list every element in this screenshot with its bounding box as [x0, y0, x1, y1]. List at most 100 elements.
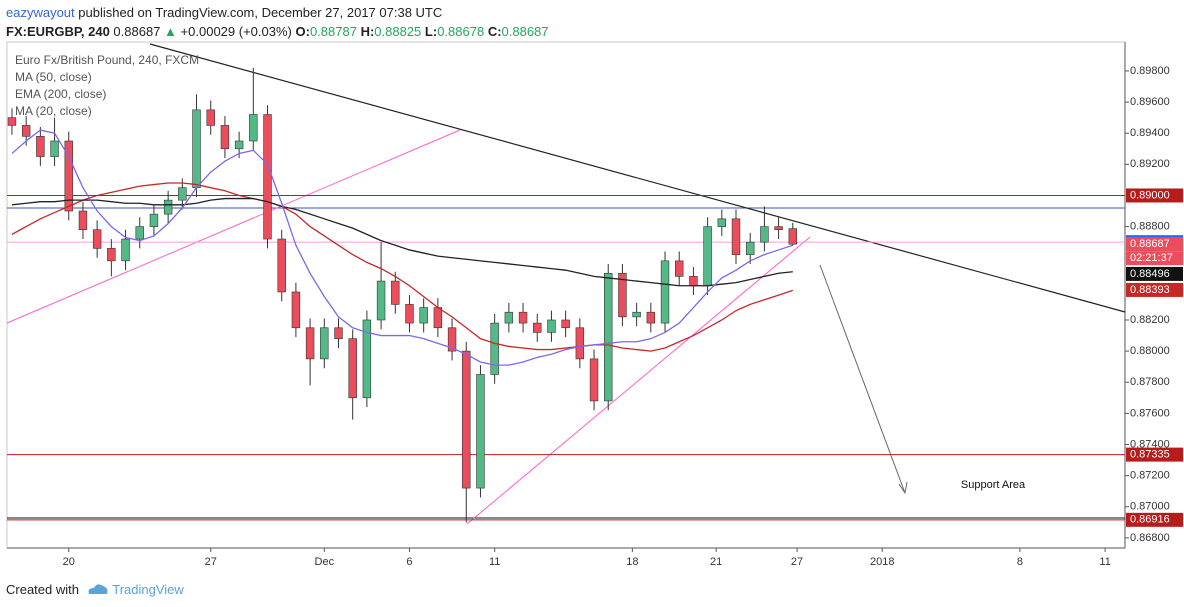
- price-box-label: 0.87335: [1130, 449, 1170, 461]
- x-tick-label: 20: [63, 556, 75, 568]
- arrow-head: [898, 481, 908, 495]
- candle-body: [305, 327, 315, 360]
- trend-line: [466, 236, 811, 525]
- candle-body: [78, 210, 88, 231]
- x-tick-label: 8: [1017, 556, 1023, 568]
- o-value: 0.88787: [309, 24, 357, 39]
- candle-body: [50, 140, 59, 157]
- candle-body: [547, 319, 556, 333]
- candle-body: [419, 307, 428, 324]
- candle-body: [192, 109, 201, 188]
- candle-body: [206, 109, 215, 126]
- y-tick-label: 0.87000: [1130, 501, 1170, 513]
- candle-body: [689, 276, 698, 287]
- publisher[interactable]: eazywayout: [6, 5, 75, 20]
- candle-body: [36, 136, 45, 157]
- candle-body: [263, 114, 272, 240]
- y-tick-label: 0.88200: [1130, 314, 1170, 326]
- candle-body: [788, 228, 797, 245]
- quote-line: FX:EURGBP, 240 0.88687 ▲ +0.00029 (+0.03…: [6, 22, 549, 41]
- candle-body: [533, 322, 542, 333]
- chart-title: Euro Fx/British Pound, 240, FXCM: [15, 53, 199, 67]
- l-value: 0.88678: [437, 24, 485, 39]
- y-tick-label: 0.89200: [1130, 158, 1170, 170]
- indicator-line: [11, 129, 793, 366]
- x-tick-label: 11: [1099, 556, 1110, 568]
- h-label: H:: [360, 24, 375, 39]
- candle-body: [92, 229, 102, 249]
- h-value: 0.88825: [374, 24, 422, 39]
- candle-body: [149, 213, 159, 227]
- candle-body: [632, 311, 641, 318]
- y-tick-label: 0.89600: [1130, 96, 1170, 108]
- y-tick-label: 0.87400: [1130, 438, 1170, 450]
- last: 0.88687: [113, 24, 161, 39]
- candle-body: [575, 327, 585, 360]
- candle-body: [391, 280, 400, 305]
- l-label: L:: [424, 24, 438, 39]
- published: published on TradingView.com, December 2…: [78, 5, 443, 20]
- c-label: C:: [487, 24, 502, 39]
- candle-body: [703, 226, 712, 287]
- logo: [88, 584, 108, 594]
- candle-body: [490, 322, 499, 375]
- brand[interactable]: TradingView: [112, 582, 184, 597]
- x-tick-label: 27: [205, 556, 217, 568]
- indicator-line: [11, 197, 793, 287]
- candle-body: [334, 327, 343, 339]
- candle-body: [7, 117, 17, 126]
- created: Created with: [6, 582, 79, 597]
- price-box: [1126, 447, 1183, 462]
- price-box-label: 0.86916: [1130, 514, 1170, 526]
- y-tick-label: 0.89400: [1130, 127, 1170, 139]
- candle-body: [589, 358, 599, 402]
- price-box-label: 0.88687: [1130, 238, 1170, 250]
- publish-line: eazywayout published on TradingView.com,…: [6, 3, 549, 22]
- price-box: [1126, 237, 1183, 252]
- candle-body: [291, 291, 301, 329]
- c-value: 0.88687: [501, 24, 549, 39]
- candle-body: [745, 241, 755, 255]
- footer: Created with TradingView: [6, 580, 184, 597]
- candle-body: [249, 114, 258, 142]
- candle-body: [220, 125, 230, 150]
- trend-line: [6, 129, 461, 324]
- candle-body: [504, 311, 514, 324]
- x-tick-label: 18: [626, 556, 638, 568]
- x-tick-label: Dec: [315, 556, 335, 568]
- y-tick-label: 0.88800: [1130, 221, 1170, 233]
- candle-body: [476, 374, 485, 489]
- candle-body: [774, 226, 783, 231]
- x-tick-label: 6: [406, 556, 412, 568]
- candle-body: [405, 304, 414, 324]
- candle-body: [731, 218, 741, 255]
- price-box: [1126, 266, 1183, 281]
- y-tick-label: 0.88000: [1130, 345, 1170, 357]
- y-tick-label: 0.89800: [1130, 65, 1170, 77]
- annotation: Support Area: [961, 479, 1026, 491]
- candle-body: [21, 125, 31, 137]
- price-box: [1126, 282, 1183, 297]
- header: eazywayout published on TradingView.com,…: [6, 3, 549, 41]
- up-arrow: ▲: [164, 24, 177, 39]
- candle-body: [348, 338, 357, 399]
- candle-body: [376, 280, 386, 321]
- plot-frame: [6, 41, 1126, 549]
- price-box: [1126, 512, 1183, 527]
- x-tick-label: 27: [791, 556, 803, 568]
- countdown: 02:21:37: [1130, 252, 1173, 264]
- x-tick-label: 2018: [870, 556, 894, 568]
- change: +0.00029 (+0.03%): [180, 24, 292, 39]
- candle-body: [518, 311, 528, 324]
- price-box-label: 0.88496: [1130, 268, 1170, 280]
- legend-entry: MA (20, close): [15, 104, 92, 118]
- x-tick-label: 21: [710, 556, 722, 568]
- price-box-label: 0.89000: [1130, 189, 1170, 201]
- candle-body: [604, 272, 613, 402]
- countdown-box: [1126, 251, 1183, 266]
- candle-body: [135, 226, 144, 240]
- indicator-line: [11, 182, 793, 352]
- candle-body: [234, 140, 244, 150]
